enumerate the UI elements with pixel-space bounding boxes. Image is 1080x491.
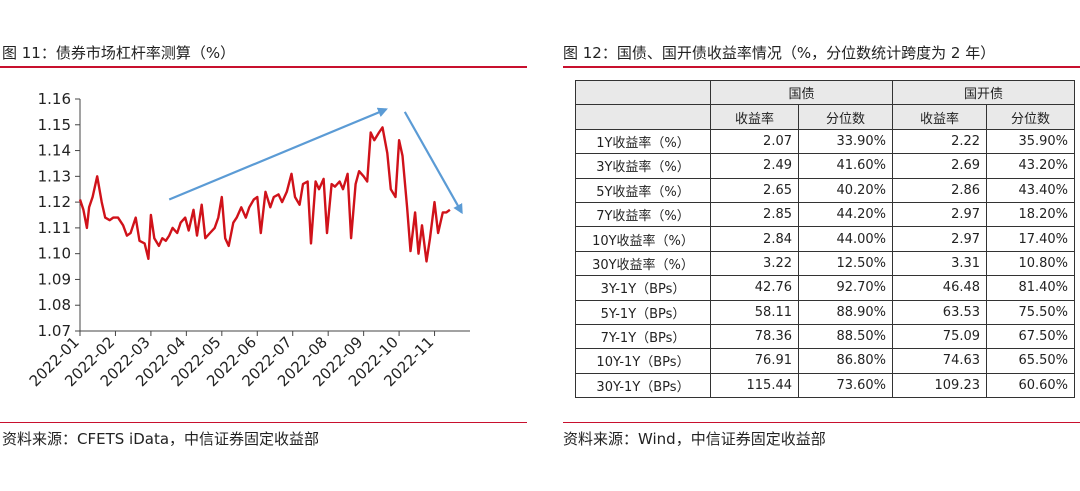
table-cell: 2.22 [892, 128, 988, 155]
table-cell: 10.80% [986, 250, 1076, 277]
row-label: 5Y-1Y（BPs） [575, 299, 711, 325]
table-corner-cell-2 [575, 104, 711, 130]
table-row: 30Y收益率（%） 3.22 12.50% 3.31 10.80% [575, 250, 1076, 277]
table-cell: 67.50% [986, 323, 1076, 350]
table-cell: 2.84 [710, 226, 799, 252]
subheader-cdb-yield: 收益率 [892, 104, 988, 130]
table-cell: 35.90% [986, 128, 1076, 155]
table-row: 5Y收益率（%） 2.65 40.20% 2.86 43.40% [575, 177, 1076, 203]
table-row: 30Y-1Y（BPs） 115.44 73.60% 109.23 60.60% [575, 372, 1076, 399]
table-cell: 2.97 [892, 226, 988, 252]
subheader-cdb-percentile: 分位数 [986, 104, 1076, 130]
y-tick-label: 1.16 [38, 90, 71, 108]
y-tick-label: 1.14 [38, 142, 71, 160]
table-cell: 44.20% [797, 201, 894, 228]
left-chart-title: 图 11：债券市场杠杆率测算（%） [2, 44, 236, 62]
right-table-title: 图 12：国债、国开债收益率情况（%，分位数统计跨度为 2 年） [563, 44, 996, 62]
row-label: 7Y收益率（%） [575, 201, 711, 228]
row-label: 10Y收益率（%） [575, 226, 711, 252]
table-cell: 75.50% [986, 299, 1076, 325]
table-cell: 2.97 [892, 201, 988, 228]
table-cell: 2.85 [710, 201, 799, 228]
row-label: 30Y收益率（%） [575, 250, 711, 277]
table-cell: 2.07 [710, 128, 799, 155]
y-tick-label: 1.15 [38, 116, 71, 134]
table-row: 7Y-1Y（BPs） 78.36 88.50% 75.09 67.50% [575, 323, 1076, 350]
row-label: 3Y-1Y（BPs） [575, 275, 711, 301]
table-cell: 43.40% [986, 177, 1076, 203]
table-cell: 33.90% [797, 128, 894, 155]
yield-table: 国债 国开债 收益率 分位数 收益率 分位数 1Y收益率（%） 2.07 33.90… [575, 79, 1076, 399]
subheader-treasury-percentile: 分位数 [797, 104, 894, 130]
table-row: 10Y收益率（%） 2.84 44.00% 2.97 17.40% [575, 226, 1076, 252]
table-group-header-row: 国债 国开债 [575, 79, 1076, 106]
table-corner-cell [575, 79, 711, 106]
trend-arrow [403, 111, 463, 215]
y-tick-label: 1.10 [38, 245, 71, 263]
table-cell: 75.09 [892, 323, 988, 350]
table-cell: 42.76 [710, 275, 799, 301]
group-header-cdb: 国开债 [892, 79, 1076, 106]
table-cell: 86.80% [797, 348, 894, 374]
left-source-rule [0, 422, 527, 423]
table-cell: 88.50% [797, 323, 894, 350]
series-line [78, 126, 451, 263]
y-tick-label: 1.07 [38, 322, 71, 340]
table-cell: 78.36 [710, 323, 799, 350]
group-header-treasury: 国债 [709, 79, 894, 106]
table-row: 7Y收益率（%） 2.85 44.20% 2.97 18.20% [575, 201, 1076, 228]
table-cell: 12.50% [797, 250, 894, 277]
leverage-line-chart: 1.16 1.15 1.14 1.13 1.12 1.11 1.10 1.09 1.08 1.07… [26, 90, 470, 390]
left-source: 资料来源：CFETS iData，中信证券固定收益部 [2, 430, 320, 448]
table-cell: 88.90% [797, 299, 894, 325]
table-cell: 2.69 [892, 153, 988, 179]
table-cell: 44.00% [797, 226, 894, 252]
y-tick-label: 1.11 [38, 219, 71, 237]
table-cell: 3.31 [892, 250, 988, 277]
table-cell: 2.49 [710, 153, 799, 179]
table-cell: 63.53 [892, 299, 988, 325]
table-row: 3Y收益率（%） 2.49 41.60% 2.69 43.20% [575, 153, 1076, 179]
table-cell: 17.40% [986, 226, 1076, 252]
trend-arrow [168, 107, 388, 201]
table-cell: 109.23 [892, 372, 988, 399]
table-cell: 41.60% [797, 153, 894, 179]
table-cell: 73.60% [797, 372, 894, 399]
left-title-rule [0, 66, 527, 68]
table-row: 10Y-1Y（BPs） 76.91 86.80% 74.63 65.50% [575, 348, 1076, 374]
row-label: 5Y收益率（%） [575, 177, 711, 203]
table-cell: 81.40% [986, 275, 1076, 301]
table-cell: 40.20% [797, 177, 894, 203]
row-label: 10Y-1Y（BPs） [575, 348, 711, 374]
table-cell: 18.20% [986, 201, 1076, 228]
y-tick-label: 1.09 [38, 270, 71, 288]
row-label: 7Y-1Y（BPs） [575, 323, 711, 350]
table-cell: 60.60% [986, 372, 1076, 399]
y-tick-label: 1.08 [38, 296, 71, 314]
table-cell: 65.50% [986, 348, 1076, 374]
row-label: 3Y收益率（%） [575, 153, 711, 179]
right-source: 资料来源：Wind，中信证券固定收益部 [563, 430, 826, 448]
table-cell: 115.44 [710, 372, 799, 399]
table-row: 3Y-1Y（BPs） 42.76 92.70% 46.48 81.40% [575, 275, 1076, 301]
table-cell: 46.48 [892, 275, 988, 301]
table-cell: 43.20% [986, 153, 1076, 179]
table-row: 5Y-1Y（BPs） 58.11 88.90% 63.53 75.50% [575, 299, 1076, 325]
y-tick-label: 1.12 [38, 193, 71, 211]
table-row: 1Y收益率（%） 2.07 33.90% 2.22 35.90% [575, 128, 1076, 155]
table-subheader-row: 收益率 分位数 收益率 分位数 [575, 104, 1076, 130]
right-title-rule [563, 66, 1080, 68]
table-cell: 92.70% [797, 275, 894, 301]
table-cell: 2.65 [710, 177, 799, 203]
table-cell: 76.91 [710, 348, 799, 374]
table-cell: 74.63 [892, 348, 988, 374]
y-tick-label: 1.13 [38, 167, 71, 185]
row-label: 30Y-1Y（BPs） [575, 372, 711, 399]
table-cell: 2.86 [892, 177, 988, 203]
subheader-treasury-yield: 收益率 [710, 104, 799, 130]
row-label: 1Y收益率（%） [575, 128, 711, 155]
table-cell: 58.11 [710, 299, 799, 325]
right-source-rule [563, 422, 1080, 423]
table-cell: 3.22 [710, 250, 799, 277]
